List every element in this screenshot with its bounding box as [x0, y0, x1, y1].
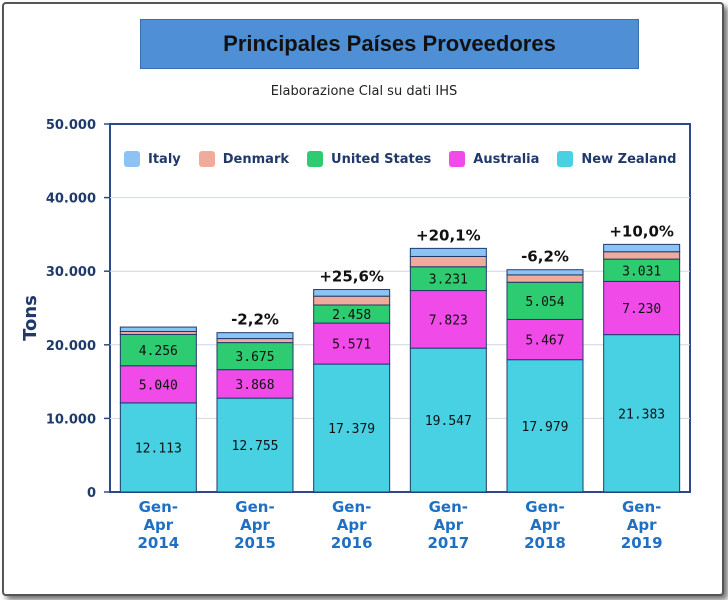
legend-item-united-states: United States	[307, 151, 431, 167]
bar-denmark	[603, 251, 681, 260]
legend-label: New Zealand	[581, 151, 677, 167]
x-tick-label: 2018	[524, 534, 566, 552]
bar-new-zealand	[506, 359, 584, 493]
growth-annotation: +10,0%	[609, 222, 674, 240]
x-tick-label: Apr	[433, 516, 463, 534]
data-label-australia: 7.230	[622, 302, 661, 317]
bar-new-zealand	[409, 347, 487, 493]
bar-australia	[216, 369, 294, 399]
legend-swatch	[449, 151, 466, 167]
bar-italy	[216, 332, 294, 340]
data-label-australia: 3.868	[235, 378, 274, 393]
x-tick-label: Gen-	[622, 498, 661, 516]
chart-subtitle: Elaborazione Clal su dati IHS	[270, 84, 458, 99]
bar-australia	[313, 322, 391, 365]
bar-australia	[409, 290, 487, 349]
bar-italy	[603, 243, 681, 253]
x-tick-label: 2019	[621, 534, 663, 552]
data-label-new-zealand: 19.547	[425, 414, 472, 429]
growth-annotation: -2,2%	[231, 311, 279, 329]
x-tick-label: Apr	[240, 516, 270, 534]
growth-annotation: +25,6%	[319, 268, 384, 286]
bar-new-zealand	[119, 402, 197, 493]
bar-italy	[313, 289, 391, 297]
bar-new-zealand	[216, 397, 294, 493]
legend: Italy Denmark United States Australia New Ze…	[118, 142, 694, 176]
bar-denmark	[506, 274, 584, 283]
y-tick-label: 30.000	[46, 265, 96, 280]
growth-annotation: +20,1%	[416, 226, 481, 244]
plot-area	[109, 123, 691, 493]
legend-label: United States	[331, 151, 432, 167]
data-label-australia: 7.823	[429, 313, 468, 328]
legend-label: Denmark	[222, 151, 290, 167]
data-label-united-states: 3.231	[429, 273, 468, 288]
x-tick-label: Gen-	[139, 498, 178, 516]
y-tick-label: 20.000	[46, 339, 96, 354]
data-label-new-zealand: 21.383	[618, 407, 665, 422]
legend-item-new-zealand: New Zealand	[557, 151, 676, 167]
chart-title: Principales Países Proveedores	[223, 31, 556, 56]
x-tick-label: 2016	[331, 534, 373, 552]
x-tick-label: 2014	[137, 534, 179, 552]
x-tick-label: Apr	[627, 516, 657, 534]
x-tick-label: Gen-	[235, 498, 274, 516]
x-tick-label: Apr	[143, 516, 173, 534]
x-tick-label: 2017	[427, 534, 469, 552]
x-tick-label: Gen-	[525, 498, 564, 516]
title-banner: Principales Países Proveedores	[140, 19, 639, 69]
bar-united-states	[119, 333, 197, 367]
bar-australia	[506, 318, 584, 361]
bar-italy	[119, 326, 197, 332]
x-tick-label: 2015	[234, 534, 276, 552]
bar-denmark	[216, 338, 294, 344]
data-label-new-zealand: 17.979	[522, 420, 569, 435]
data-label-new-zealand: 12.113	[135, 441, 182, 456]
y-tick-label: 40.000	[46, 192, 96, 207]
x-tick-label: Apr	[337, 516, 367, 534]
growth-annotation: -6,2%	[521, 248, 569, 266]
data-label-united-states: 5.054	[525, 295, 564, 310]
x-tick-label: Gen-	[429, 498, 468, 516]
data-label-united-states: 2.458	[332, 308, 371, 323]
y-tick-label: 50.000	[46, 118, 96, 133]
bar-new-zealand	[603, 334, 681, 493]
bar-denmark	[313, 295, 391, 306]
bar-united-states	[506, 281, 584, 320]
data-label-united-states: 4.256	[139, 344, 178, 359]
y-tick-label: 10.000	[46, 412, 96, 427]
bar-denmark	[409, 255, 487, 268]
y-axis-label: Tons	[20, 295, 41, 341]
bar-new-zealand	[313, 363, 391, 493]
data-label-united-states: 3.675	[235, 350, 274, 365]
legend-item-denmark: Denmark	[198, 151, 290, 167]
legend-swatch	[307, 151, 324, 167]
legend-swatch	[124, 151, 140, 167]
data-label-new-zealand: 17.379	[328, 422, 375, 437]
x-tick-label: Apr	[530, 516, 560, 534]
bar-australia	[603, 280, 681, 336]
bar-italy	[409, 247, 487, 257]
y-tick-label: 0	[87, 486, 96, 501]
legend-swatch	[198, 151, 215, 167]
legend-label: Australia	[473, 151, 540, 167]
bar-australia	[119, 365, 197, 404]
legend-item-australia: Australia	[449, 151, 539, 167]
data-label-australia: 5.571	[332, 338, 371, 353]
x-tick-label: Gen-	[332, 498, 371, 516]
data-label-australia: 5.467	[525, 334, 564, 349]
bar-italy	[506, 269, 584, 276]
legend-item-italy: Italy	[124, 151, 181, 167]
legend-label: Italy	[148, 151, 181, 167]
legend-swatch	[557, 151, 574, 167]
data-label-new-zealand: 12.755	[232, 439, 279, 454]
data-label-australia: 5.040	[139, 378, 178, 393]
data-label-united-states: 3.031	[622, 264, 661, 279]
